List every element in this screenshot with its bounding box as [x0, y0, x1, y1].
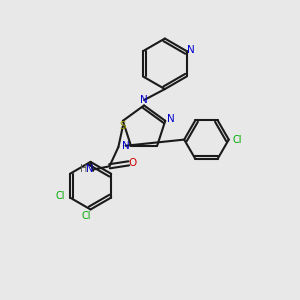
Text: Cl: Cl [81, 211, 91, 221]
Text: S: S [119, 121, 126, 131]
Text: N: N [86, 164, 94, 174]
Text: N: N [167, 114, 175, 124]
Text: N: N [187, 45, 194, 55]
Text: N: N [122, 141, 130, 151]
Text: O: O [128, 158, 136, 168]
Text: H: H [80, 164, 87, 174]
Text: N: N [140, 95, 148, 105]
Text: Cl: Cl [56, 191, 65, 201]
Text: Cl: Cl [232, 135, 242, 145]
